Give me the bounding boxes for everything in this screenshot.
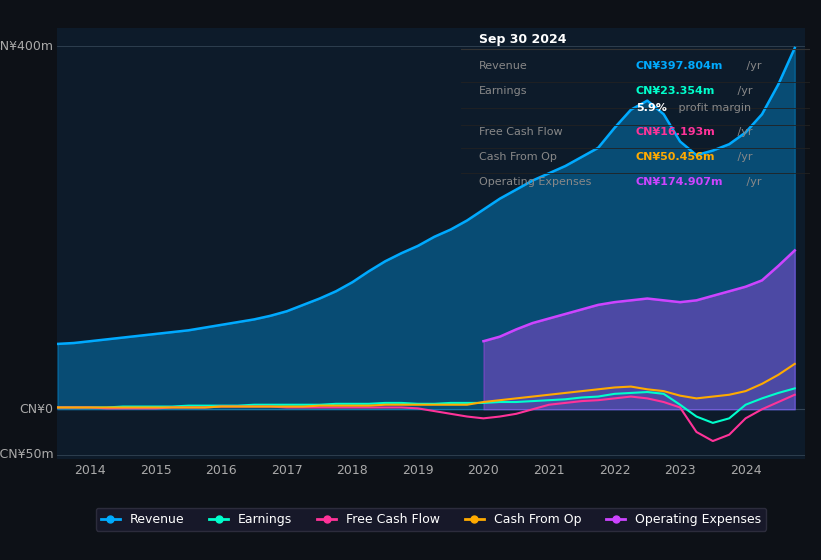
Text: Cash From Op: Cash From Op: [479, 152, 557, 162]
Text: CN¥0: CN¥0: [20, 403, 53, 416]
Text: Free Cash Flow: Free Cash Flow: [479, 127, 562, 137]
Text: Earnings: Earnings: [479, 86, 527, 96]
Text: Sep 30 2024: Sep 30 2024: [479, 33, 566, 46]
Text: Operating Expenses: Operating Expenses: [479, 177, 591, 187]
Text: 5.9%: 5.9%: [636, 104, 667, 114]
Text: CN¥400m: CN¥400m: [0, 40, 53, 53]
Text: CN¥16.193m: CN¥16.193m: [636, 127, 716, 137]
Text: Revenue: Revenue: [479, 61, 528, 71]
Text: /yr: /yr: [734, 152, 752, 162]
Text: CN¥397.804m: CN¥397.804m: [636, 61, 723, 71]
Legend: Revenue, Earnings, Free Cash Flow, Cash From Op, Operating Expenses: Revenue, Earnings, Free Cash Flow, Cash …: [96, 507, 766, 530]
Text: /yr: /yr: [734, 127, 752, 137]
Text: /yr: /yr: [743, 61, 762, 71]
Text: profit margin: profit margin: [675, 104, 751, 114]
Text: CN¥23.354m: CN¥23.354m: [636, 86, 715, 96]
Text: -CN¥50m: -CN¥50m: [0, 448, 53, 461]
Text: /yr: /yr: [743, 177, 762, 187]
Text: CN¥174.907m: CN¥174.907m: [636, 177, 723, 187]
Text: /yr: /yr: [734, 86, 752, 96]
Text: CN¥50.456m: CN¥50.456m: [636, 152, 715, 162]
